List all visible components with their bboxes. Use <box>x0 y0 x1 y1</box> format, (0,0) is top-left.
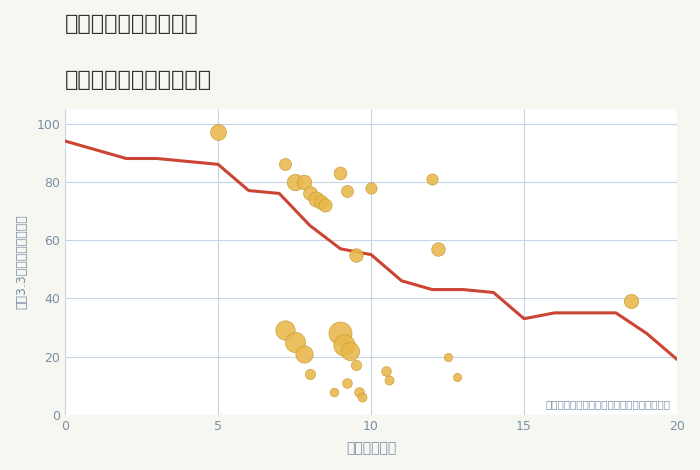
Point <box>350 361 361 369</box>
Point <box>335 329 346 337</box>
Point <box>626 298 637 305</box>
Point <box>381 368 392 375</box>
Point <box>280 161 291 168</box>
Point <box>344 347 355 354</box>
Point <box>298 350 309 357</box>
Point <box>329 388 340 395</box>
Point <box>341 379 352 386</box>
Point <box>304 190 316 197</box>
Point <box>433 245 444 252</box>
Point <box>356 393 368 401</box>
Point <box>310 196 321 203</box>
Point <box>320 201 331 209</box>
Point <box>335 169 346 177</box>
Text: 円の大きさは、取引のあった物件面積を示す: 円の大きさは、取引のあった物件面積を示す <box>546 399 671 409</box>
Point <box>213 128 224 136</box>
Point <box>315 198 326 206</box>
Point <box>365 184 377 191</box>
Point <box>298 178 309 186</box>
Point <box>451 373 462 381</box>
Point <box>280 327 291 334</box>
Point <box>289 178 300 186</box>
Point <box>427 175 438 183</box>
Point <box>354 388 365 395</box>
Text: 駅距離別中古戸建て価格: 駅距離別中古戸建て価格 <box>65 70 212 91</box>
Point <box>338 341 349 349</box>
Point <box>289 338 300 346</box>
Point <box>304 370 316 378</box>
Point <box>442 353 453 360</box>
Y-axis label: 坪（3.3㎡）単価（万円）: 坪（3.3㎡）単価（万円） <box>15 214 28 309</box>
Text: 大阪府寝屋川市高倉の: 大阪府寝屋川市高倉の <box>65 14 199 34</box>
Point <box>350 251 361 258</box>
X-axis label: 駅距離（分）: 駅距離（分） <box>346 441 396 455</box>
Point <box>341 187 352 194</box>
Point <box>384 376 395 384</box>
